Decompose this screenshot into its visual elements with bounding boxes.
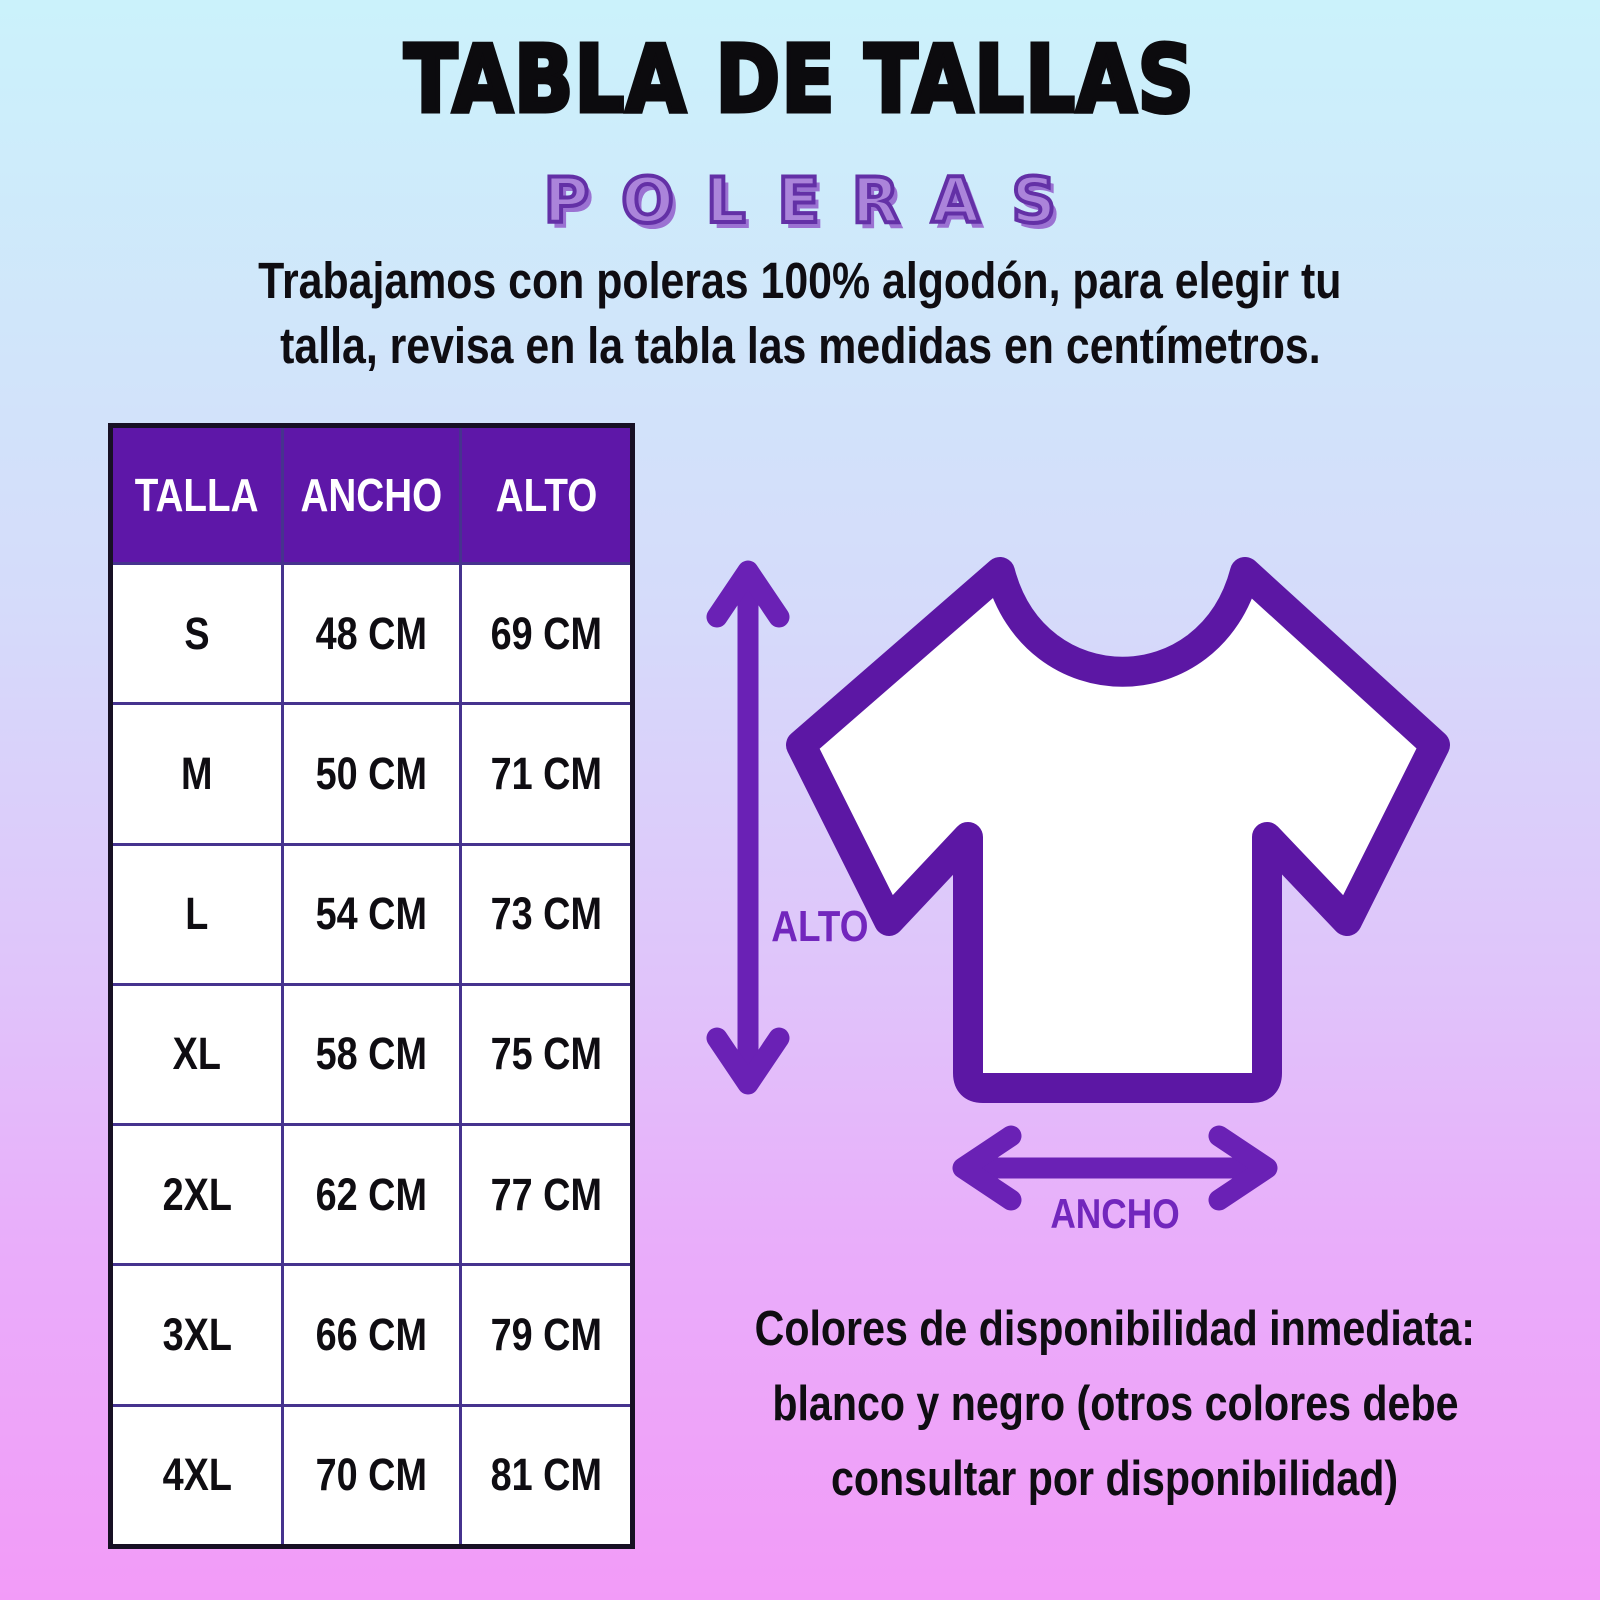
table-cell-height: 75 CM <box>462 985 630 1124</box>
table-cell-width: 66 CM <box>283 1266 460 1404</box>
subtitle-text: POLERAS <box>542 162 1089 239</box>
size-table: TALLA ANCHO ALTO S 48 CM 69 CM M 50 CM 7… <box>108 423 635 1549</box>
table-cell-size: 4XL <box>113 1406 281 1544</box>
column-header-talla: TALLA <box>113 428 281 562</box>
table-cell-size: L <box>113 845 281 983</box>
table-cell-height: 81 CM <box>462 1406 630 1544</box>
table-cell-size: 2XL <box>113 1126 281 1264</box>
availability-line-2: blanco y negro (otros colores debe <box>771 1377 1459 1431</box>
table-cell-width: 58 CM <box>283 985 460 1124</box>
page-title-text: TABLA DE TALLAS <box>402 24 1196 136</box>
alto-label: ALTO <box>771 902 869 951</box>
page-title: TABLA DE TALLAS <box>0 18 1600 142</box>
table-cell-width: 48 CM <box>283 565 460 703</box>
table-cell-height: 71 CM <box>462 705 630 843</box>
table-cell-size: XL <box>113 985 281 1124</box>
table-cell-width: 54 CM <box>283 845 460 983</box>
table-cell-height: 69 CM <box>462 565 630 703</box>
availability-line-1: Colores de disponibilidad inmediata: <box>754 1302 1476 1356</box>
intro-line-1: Trabajamos con poleras 100% algodón, par… <box>258 252 1342 309</box>
table-cell-size: 3XL <box>113 1266 281 1404</box>
availability-note: Colores de disponibilidad inmediata: bla… <box>655 1292 1575 1517</box>
ancho-arrow-icon <box>952 1125 1278 1211</box>
column-header-ancho: ANCHO <box>283 428 460 562</box>
table-cell-size: S <box>113 565 281 703</box>
ancho-label: ANCHO <box>1050 1190 1180 1237</box>
table-cell-size: M <box>113 705 281 843</box>
subtitle-poleras: POLERAS <box>0 158 1600 244</box>
alto-arrow-icon <box>706 560 790 1095</box>
table-cell-height: 79 CM <box>462 1266 630 1404</box>
table-cell-height: 77 CM <box>462 1126 630 1264</box>
table-cell-width: 62 CM <box>283 1126 460 1264</box>
table-cell-height: 73 CM <box>462 845 630 983</box>
table-cell-width: 70 CM <box>283 1406 460 1544</box>
availability-line-3: consultar por disponibilidad) <box>831 1452 1399 1506</box>
intro-paragraph: Trabajamos con poleras 100% algodón, par… <box>80 248 1520 378</box>
tshirt-icon <box>786 557 1450 1103</box>
table-cell-width: 50 CM <box>283 705 460 843</box>
column-header-alto: ALTO <box>462 428 630 562</box>
intro-line-2: talla, revisa en la tabla las medidas en… <box>279 317 1321 374</box>
